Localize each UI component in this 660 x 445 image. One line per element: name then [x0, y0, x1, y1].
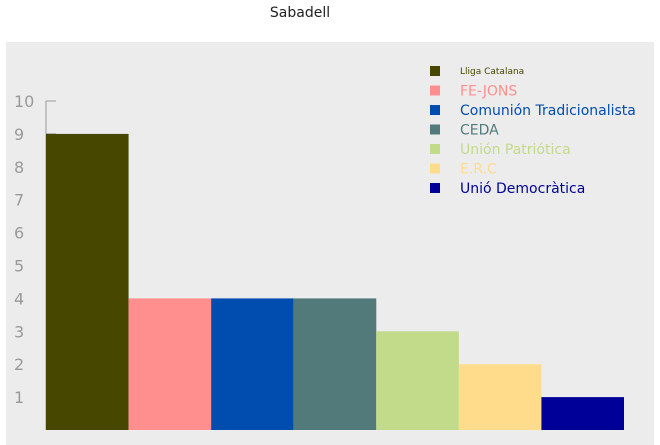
y-tick-label: 7	[14, 191, 24, 210]
legend-label: FE-JONS	[460, 84, 517, 100]
legend-swatch	[430, 183, 440, 193]
legend-swatch	[430, 144, 440, 154]
bar	[293, 298, 377, 430]
y-tick-label: 9	[14, 125, 24, 144]
bar	[458, 364, 542, 430]
legend-label: Unió Democràtica	[460, 181, 585, 197]
legend: Lliga Catalana FE-JONS Comunión Tradiciona…	[430, 66, 636, 197]
y-tick-label: 6	[14, 224, 24, 243]
y-tick-label: 2	[14, 355, 24, 374]
legend-swatch	[430, 105, 440, 115]
bar	[211, 298, 294, 430]
legend-swatch	[430, 124, 440, 135]
y-tick-label: 8	[14, 158, 24, 177]
legend-swatch	[430, 66, 440, 76]
legend-label: Unión Patriótica	[460, 142, 571, 158]
bar	[128, 298, 212, 430]
chart-title: Sabadell	[269, 5, 331, 21]
bar	[541, 397, 624, 430]
legend-label: E.R.C	[460, 162, 497, 178]
legend-label: Comunión Tradicionalista	[460, 103, 636, 119]
legend-swatch	[430, 163, 440, 174]
y-tick-label: 5	[14, 257, 24, 276]
bar	[46, 133, 129, 430]
bars	[46, 133, 624, 430]
y-tick-label: 10	[14, 92, 34, 111]
legend-swatch	[430, 85, 440, 96]
legend-label: CEDA	[460, 123, 499, 139]
bar	[376, 331, 459, 430]
y-tick-label: 1	[14, 388, 24, 407]
y-tick-label: 4	[14, 289, 24, 308]
legend-label: Lliga Catalana	[460, 67, 524, 77]
y-tick-label: 3	[14, 322, 24, 341]
